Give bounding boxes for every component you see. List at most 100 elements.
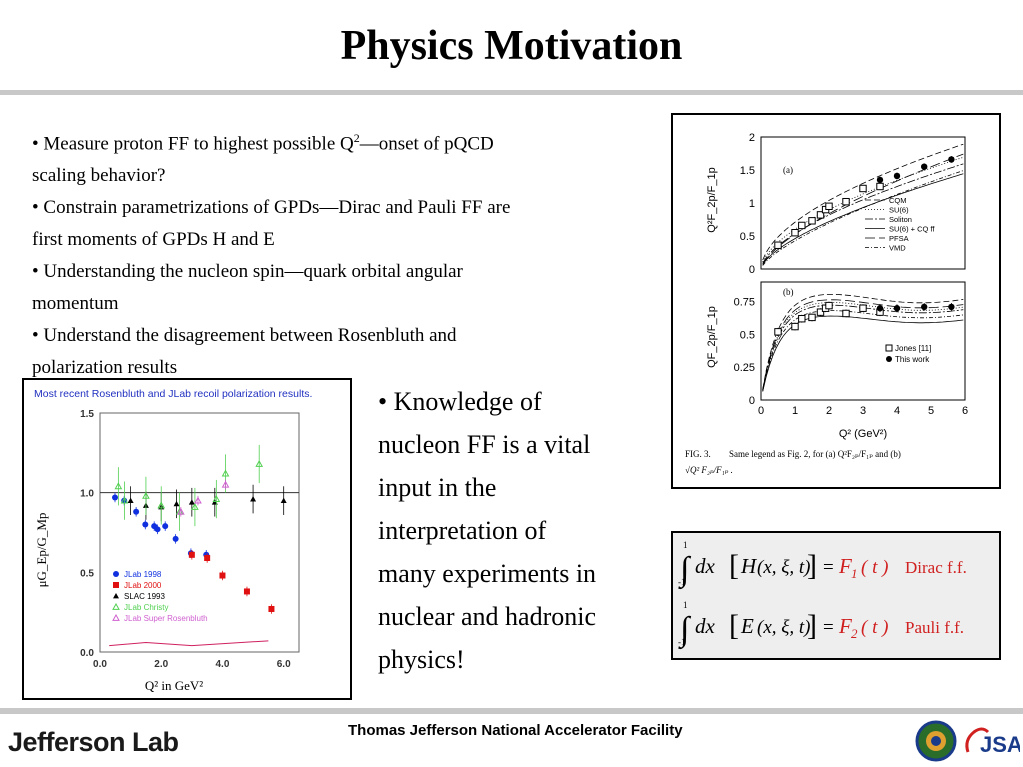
dirac-formula: 1 ∫ -1 dx [ H (x, ξ, t) ] = F 1 ( t ) Di…	[678, 540, 967, 590]
data-point	[176, 507, 185, 515]
rosenbluth-figure: Most recent Rosenbluth and JLab recoil p…	[22, 378, 352, 700]
data-point	[808, 313, 816, 322]
bullet-list: • Measure proton FF to highest possible …	[32, 122, 652, 384]
y-tick-label: 0.25	[734, 362, 755, 374]
y-tick-label: 1.0	[80, 489, 94, 500]
theory-curve	[762, 170, 964, 266]
legend-entry: This work	[895, 355, 930, 364]
legend-entry: Soliton	[889, 215, 912, 224]
panel-b-frame	[760, 281, 966, 401]
svg-text:F: F	[838, 614, 852, 638]
svg-text:∫: ∫	[678, 611, 692, 650]
data-point	[112, 494, 119, 501]
doe-seal-icon	[915, 720, 957, 762]
data-point	[948, 303, 955, 311]
data-point	[268, 605, 275, 612]
legend-marker	[886, 356, 892, 362]
legend-entry: JLab 2000	[124, 581, 162, 590]
y-tick-label: 1	[749, 198, 755, 210]
data-point	[859, 304, 867, 312]
theory-curve	[762, 163, 964, 264]
data-point	[172, 535, 179, 542]
x-tick-label: 4	[894, 405, 900, 417]
gpd-formula-box: 1 ∫ -1 dx [ H (x, ξ, t) ] = F 1 ( t ) Di…	[671, 531, 1001, 660]
data-point	[774, 328, 782, 336]
footer-text: Thomas Jefferson National Accelerator Fa…	[348, 722, 683, 739]
panel-a-ylabel: Q²F_2p/F_1p	[706, 167, 718, 232]
data-point	[142, 521, 149, 528]
x-tick-label: 4.0	[216, 659, 230, 670]
x-axis-label: Q² (GeV²)	[839, 428, 887, 440]
y-tick-label: 0	[749, 264, 755, 276]
legend-marker	[112, 613, 120, 621]
data-point	[173, 500, 180, 507]
svg-text:-1: -1	[678, 577, 686, 587]
data-point	[893, 305, 901, 312]
x-tick-label: 5	[928, 405, 934, 417]
legend-entry: Jones [11]	[895, 344, 931, 353]
data-point	[191, 502, 199, 510]
theory-curve	[762, 299, 964, 390]
data-point	[188, 551, 195, 558]
data-point	[791, 229, 799, 237]
svg-text:2: 2	[851, 626, 858, 641]
bullet-line: • Understanding the nucleon spin—quark o…	[32, 261, 463, 283]
data-point	[221, 480, 230, 488]
data-point	[188, 499, 195, 505]
panel-b-label: (b)	[783, 287, 794, 297]
footer-divider	[0, 708, 1023, 714]
svg-text:[: [	[729, 609, 739, 642]
page-title: Physics Motivation	[340, 23, 683, 69]
ratio-figure: 0 0.5 1 1.5 2 0 0.25 0.5 0.75 0 1 2 3 4 5 6 (a) (b) CQM…	[671, 113, 1001, 489]
svg-text:[: [	[729, 549, 739, 582]
bullet-line: • Measure proton FF to highest possible …	[32, 131, 494, 155]
data-point	[921, 163, 928, 170]
ratio-chart: 0 0.5 1 1.5 2 0 0.25 0.5 0.75 0 1 2 3 4 5 6 (a) (b) CQM…	[685, 132, 968, 475]
data-point	[842, 197, 850, 206]
chart-title: Most recent Rosenbluth and JLab recoil p…	[34, 388, 312, 400]
legend-entry: SU(6) + CQ ff	[889, 225, 935, 234]
data-point	[798, 221, 806, 230]
svg-text:Dirac f.f.: Dirac f.f.	[905, 558, 967, 577]
x-tick-label: 6	[962, 405, 968, 417]
y-tick-label: 0.0	[80, 648, 94, 659]
theory-curve	[762, 156, 964, 263]
x-tick-label: 2.0	[154, 659, 168, 670]
svg-text:dx: dx	[695, 614, 716, 638]
data-point	[816, 308, 825, 316]
svg-text:H: H	[740, 554, 758, 578]
data-point	[842, 309, 850, 318]
svg-text:]: ]	[807, 609, 817, 642]
baseline-curve	[109, 640, 269, 647]
data-point	[133, 508, 140, 515]
theory-curve	[762, 173, 964, 265]
y-tick-label: 1.5	[740, 165, 755, 177]
x-tick-label: 0	[758, 405, 764, 417]
rosenbluth-chart: Most recent Rosenbluth and JLab recoil p…	[34, 388, 312, 693]
legend-marker	[113, 571, 119, 577]
data-point	[255, 459, 264, 467]
data-point	[798, 315, 806, 323]
svg-text:(x, ξ, t): (x, ξ, t)	[757, 557, 811, 578]
data-point	[948, 156, 955, 163]
svg-text:F: F	[838, 554, 852, 578]
jefferson-lab-logo: Jefferson Lab	[8, 727, 179, 757]
bullet-line: polarization results	[32, 357, 178, 379]
data-point	[221, 469, 230, 477]
y-tick-label: 0.5	[80, 568, 94, 579]
data-point	[219, 572, 226, 579]
bullet-line: • Constrain parametrizations of GPDs—Dir…	[32, 197, 511, 219]
svg-text:1: 1	[683, 600, 688, 610]
svg-text:( t ): ( t )	[861, 617, 888, 638]
data-point	[816, 211, 825, 219]
svg-text:1: 1	[851, 566, 858, 581]
legend-entry: JLab Christy	[124, 603, 168, 612]
caption-fig: FIG. 3.	[685, 449, 711, 459]
data-point	[194, 496, 202, 504]
data-point	[120, 496, 129, 504]
legend-entry: CQM	[889, 196, 907, 205]
data-point	[243, 588, 250, 595]
plot-frame	[99, 412, 300, 653]
x-tick-label: 2	[826, 405, 832, 417]
panel-a-frame	[760, 136, 966, 270]
